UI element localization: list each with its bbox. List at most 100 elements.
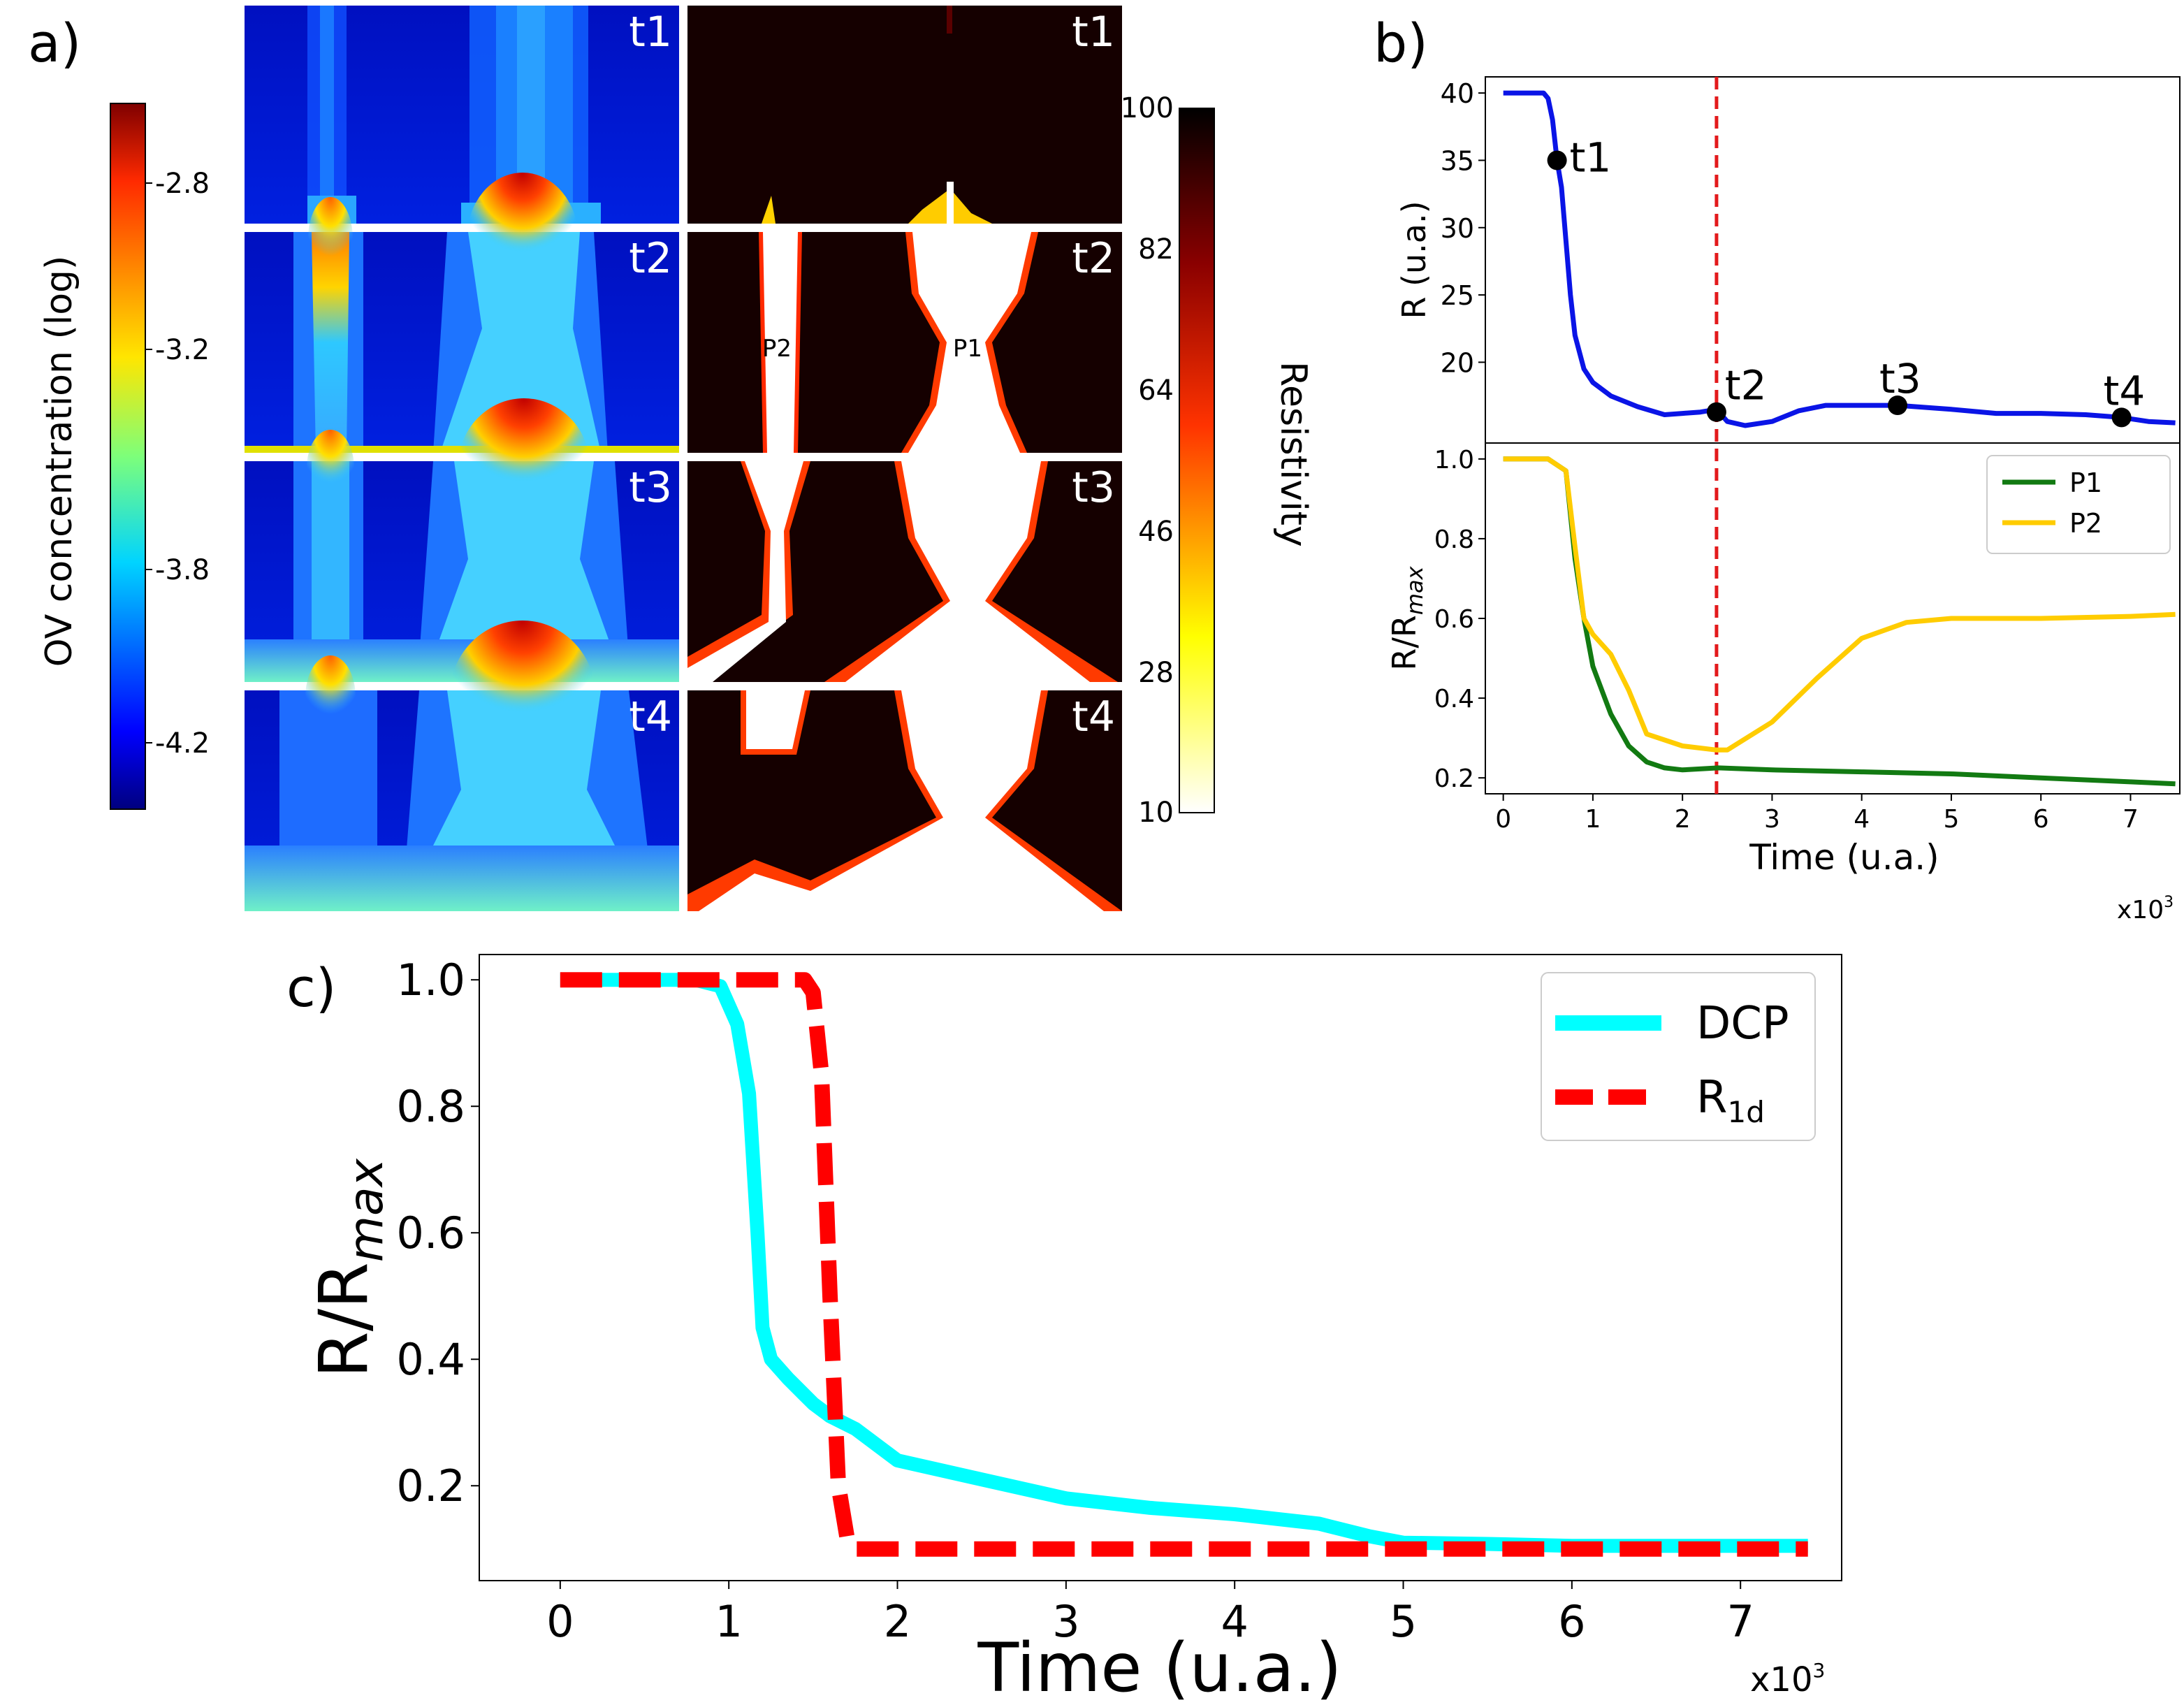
c-xtick-label-5: 5 [1390, 1596, 1417, 1647]
b-top-ytick-label-0: 40 [1441, 78, 1474, 109]
b-marker-t2 [1706, 402, 1726, 422]
c-axes: 1.0 0.8 0.6 0.4 0.2 0 1 2 3 4 5 6 7 [396, 955, 1754, 1647]
ov-label-t2: t2 [629, 234, 672, 283]
res-tick-82: 82 [1138, 233, 1174, 266]
c-frame [479, 954, 1842, 1581]
c-legend: DCP R1d [1541, 972, 1816, 1141]
res-label-t4: t4 [1072, 692, 1115, 741]
b-top-ytick-label-2: 30 [1441, 213, 1474, 244]
ov-tick-4: -4.2 [155, 727, 210, 760]
b-top-ytick-label-4: 20 [1441, 347, 1474, 378]
filament-label-p2: P2 [762, 335, 792, 363]
c-ytick-label-3: 0.4 [396, 1334, 465, 1385]
res-tick-64: 64 [1138, 375, 1174, 407]
c-xtick-label-6: 6 [1558, 1596, 1585, 1647]
c-plot [560, 972, 1808, 1557]
filament-label-p1: P1 [953, 335, 982, 363]
panel-b-label: b) [1374, 12, 1428, 74]
ov-map-t2: t2 [245, 173, 679, 453]
c-ylabel-sub: max [339, 1158, 394, 1262]
c-x-multiplier: x103 [1750, 1659, 1825, 1699]
panel-c-label: c) [286, 957, 336, 1019]
ov-tick-1: -2.8 [155, 168, 210, 200]
b-xtick-label-6: 6 [2033, 805, 2049, 834]
b-bottom-series-P2 [1503, 456, 2176, 753]
res-tick-10: 10 [1138, 797, 1174, 829]
res-tick-46: 46 [1138, 516, 1174, 548]
legend-dcp-label: DCP [1696, 998, 1789, 1050]
b-marker-t3 [1887, 396, 1907, 416]
b-xtick-label-3: 3 [1764, 805, 1780, 834]
res-label-t2: t2 [1072, 234, 1115, 283]
b-top-ylabel: R (u.a.) [1395, 201, 1433, 319]
ov-map-t3: t3 [245, 398, 679, 682]
b-top-plot: 40 35 30 25 20 t1 t2 t3 t4 [1441, 77, 2176, 794]
legend-r1d-sub: 1d [1727, 1095, 1764, 1129]
legend-r1d-main: R [1696, 1072, 1727, 1124]
ov-label-t1: t1 [629, 8, 672, 57]
c-series-R-1d [560, 972, 1808, 1557]
b-xtick-label-0: 0 [1495, 805, 1511, 834]
ov-colorbar-label: OV concentration (log) [38, 256, 80, 667]
res-label-t3: t3 [1072, 463, 1115, 512]
c-xtick-label-3: 3 [1052, 1596, 1079, 1647]
c-ytick-label-4: 0.2 [396, 1460, 465, 1511]
b-top-series-R [1503, 90, 2176, 428]
ov-label-t3: t3 [629, 463, 672, 512]
b-marker-label-t1: t1 [1570, 133, 1612, 181]
resistivity-colorbar: 100 82 64 46 28 10 Resistivity [1121, 92, 1314, 829]
c-xtick-label-1: 1 [715, 1596, 742, 1647]
legend-p2-label: P2 [2069, 508, 2102, 539]
b-x-multiplier-base: x10 [2117, 896, 2164, 924]
ov-tick-2: -3.2 [155, 334, 210, 366]
b-bottom-ytick-label-1: 0.8 [1434, 525, 1474, 554]
c-xlabel: Time (u.a.) [977, 1629, 1341, 1705]
res-tick-28: 28 [1138, 657, 1174, 689]
b-bottom-ytick-label-4: 0.2 [1434, 764, 1474, 793]
res-tick-100: 100 [1121, 92, 1174, 124]
b-xtick-label-5: 5 [1943, 805, 1959, 834]
res-colorbar-label: Resistivity [1272, 361, 1314, 547]
b-top-frame [1485, 76, 2181, 444]
c-ylabel-main: R/R [305, 1262, 383, 1378]
b-bottom-ytick-label-0: 1.0 [1434, 446, 1474, 474]
b-bottom-ytick-label-3: 0.4 [1434, 685, 1474, 713]
ov-map-t1: t1 [245, 6, 679, 224]
c-ytick-label-0: 1.0 [396, 955, 465, 1006]
res-colorbar-gradient [1179, 108, 1215, 813]
b-marker-t1 [1547, 150, 1567, 170]
b-xtick-label-7: 7 [2123, 805, 2139, 834]
ov-colorbar-gradient [110, 103, 146, 810]
legend-r1d-label: R1d [1696, 1072, 1765, 1129]
c-x-multiplier-exp: 3 [1812, 1659, 1825, 1682]
res-map-t3: t3 [687, 461, 1122, 682]
res-label-t1: t1 [1072, 8, 1115, 57]
b-bottom-ylabel-sub: max [1402, 565, 1428, 615]
b-marker-t4 [2111, 407, 2132, 428]
c-ytick-label-2: 0.6 [396, 1207, 465, 1258]
b-top-ytick-label-1: 35 [1441, 145, 1474, 176]
legend-p1-label: P1 [2069, 467, 2102, 498]
c-xtick-label-0: 0 [546, 1596, 574, 1647]
b-bottom-ylabel-main: R/R [1385, 615, 1423, 670]
res-map-t2: P2 P1 t2 [687, 232, 1122, 453]
b-bottom-ylabel: R/Rmax [1385, 565, 1428, 670]
b-x-multiplier-exp: 3 [2164, 894, 2174, 911]
c-xtick-label-2: 2 [884, 1596, 911, 1647]
ov-map-t4: t4 [245, 621, 679, 911]
c-ytick-label-1: 0.8 [396, 1081, 465, 1132]
b-xtick-label-4: 4 [1854, 805, 1870, 834]
c-xtick-label-4: 4 [1221, 1596, 1248, 1647]
b-xlabel: Time (u.a.) [1749, 837, 1939, 878]
ov-colorbar: -2.8 -3.2 -3.8 -4.2 OV concentration (lo… [38, 103, 210, 810]
res-map-t4: t4 [687, 690, 1122, 911]
ov-tick-3: -3.8 [155, 554, 210, 586]
b-xtick-label-2: 2 [1675, 805, 1691, 834]
b-legend: P1 P2 [1986, 455, 2171, 554]
b-bottom-ytick-label-2: 0.6 [1434, 605, 1474, 634]
b-marker-label-t3: t3 [1879, 355, 1921, 402]
b-xtick-label-1: 1 [1585, 805, 1601, 834]
c-x-multiplier-base: x10 [1750, 1660, 1812, 1699]
c-ylabel: R/Rmax [305, 1158, 394, 1378]
